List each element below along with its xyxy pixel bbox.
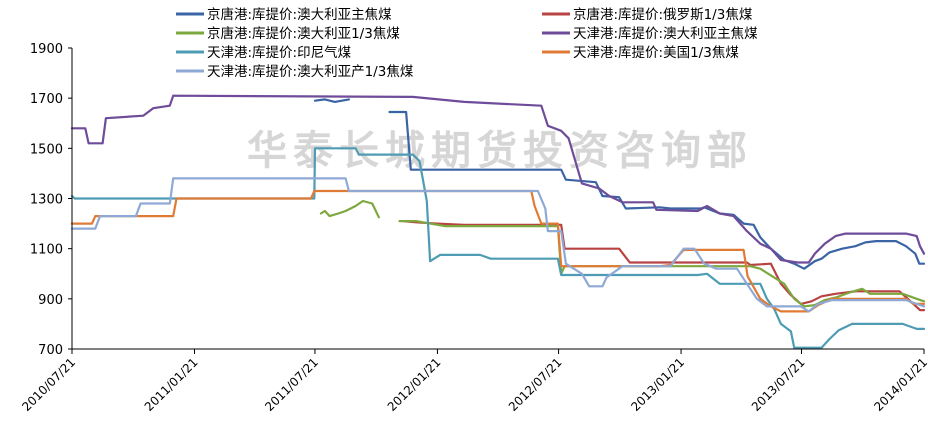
watermark: 华泰长城期货投资咨询部 bbox=[247, 128, 753, 174]
x-tick-label: 2012/07/21 bbox=[506, 355, 565, 414]
y-tick-label: 1300 bbox=[30, 193, 63, 208]
y-tick-label: 1900 bbox=[30, 42, 63, 57]
x-tick-label: 2010/07/21 bbox=[19, 355, 78, 414]
legend-label-6: 天津港:库提价:美国1/3焦煤 bbox=[573, 45, 739, 61]
series-line-7 bbox=[70, 177, 926, 313]
y-tick-label: 1100 bbox=[30, 243, 63, 258]
legend-label-4: 天津港:库提价:澳大利亚主焦煤 bbox=[573, 26, 758, 42]
series-line-1 bbox=[313, 98, 350, 104]
legend-label-2: 京唐港:库提价:俄罗斯1/3焦煤 bbox=[573, 6, 753, 23]
y-tick-label: 1700 bbox=[30, 92, 63, 107]
series-line-3 bbox=[398, 220, 926, 308]
y-tick-label: 1500 bbox=[30, 142, 63, 157]
series-line-4 bbox=[70, 94, 926, 264]
series-lines bbox=[70, 94, 926, 349]
legend-label-7: 天津港:库提价:澳大利亚产1/3焦煤 bbox=[207, 64, 414, 80]
axes: 700 900 1100 1300 1500 1700 1900 2010/07/21 2011… bbox=[19, 42, 928, 414]
series-line-2 bbox=[402, 220, 926, 312]
series-line-6 bbox=[70, 189, 926, 313]
legend: 京唐港:库提价:澳大利亚主焦煤 京唐港:库提价:俄罗斯1/3焦煤京唐港:库提价:澳… bbox=[176, 6, 758, 80]
x-tick-label: 2011/01/21 bbox=[142, 355, 201, 414]
series-line-3 bbox=[319, 199, 380, 219]
x-tick-label: 2013/07/21 bbox=[749, 355, 808, 414]
x-tick-label: 2014/01/21 bbox=[871, 355, 928, 414]
y-tick-label: 900 bbox=[38, 293, 63, 308]
legend-label-5: 天津港:库提价:印尼气煤 bbox=[207, 45, 352, 61]
x-tick-label: 2013/01/21 bbox=[628, 355, 687, 414]
series-line-5 bbox=[70, 147, 926, 349]
x-tick-label: 2011/07/21 bbox=[262, 355, 321, 414]
x-tick-label: 2012/01/21 bbox=[385, 355, 444, 414]
y-tick-label: 700 bbox=[38, 343, 63, 358]
legend-label-1: 京唐港:库提价:澳大利亚主焦煤 bbox=[207, 6, 392, 23]
legend-label-3: 京唐港:库提价:澳大利亚1/3焦煤 bbox=[207, 25, 400, 42]
